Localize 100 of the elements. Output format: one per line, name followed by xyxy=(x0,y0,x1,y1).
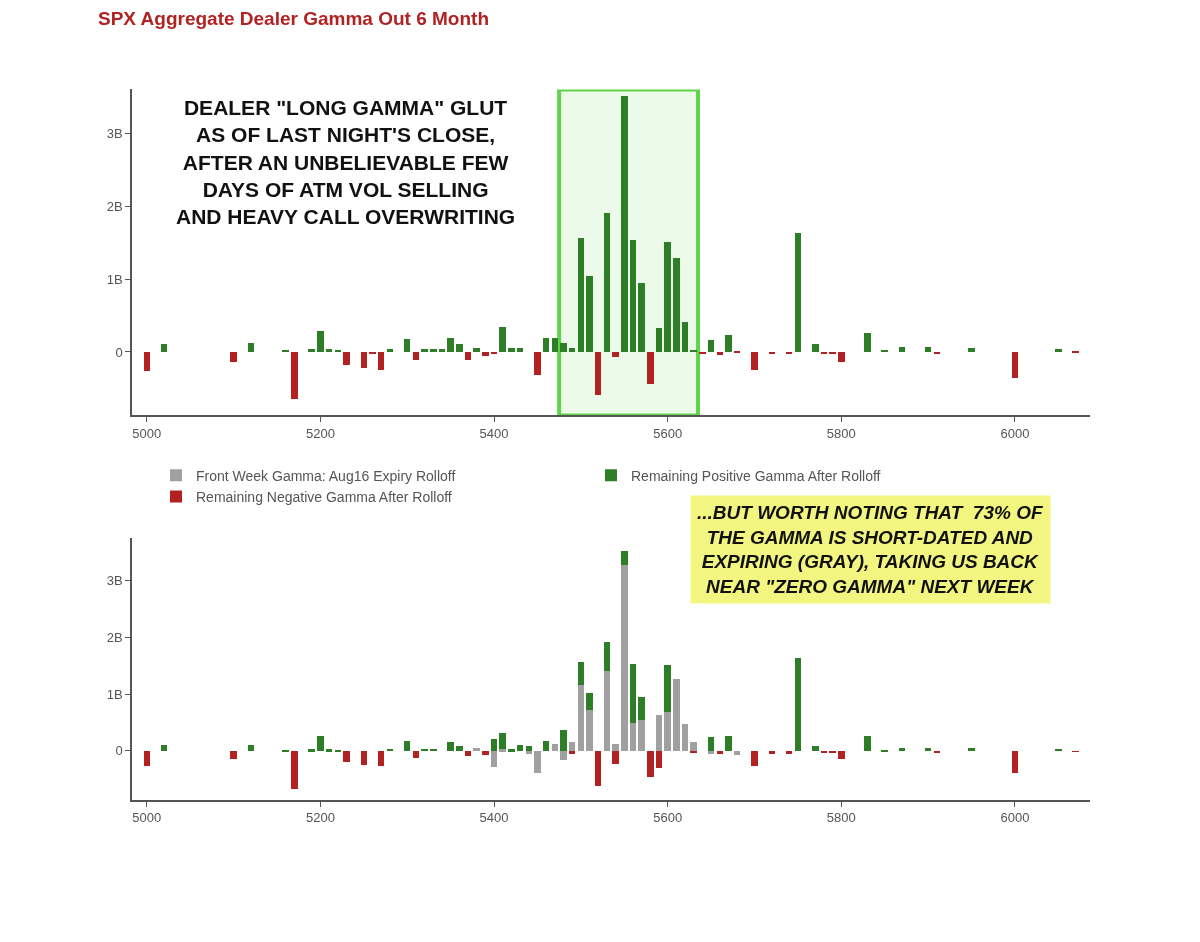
bar xyxy=(317,331,324,353)
bar xyxy=(482,750,489,755)
bar xyxy=(664,711,671,751)
bar xyxy=(638,696,645,720)
bar xyxy=(881,749,888,752)
bar xyxy=(404,339,410,353)
bar xyxy=(673,258,680,353)
bar xyxy=(569,741,575,751)
bar xyxy=(899,347,905,353)
bar xyxy=(473,348,480,353)
bar xyxy=(482,352,489,357)
bar xyxy=(421,349,428,353)
bar xyxy=(230,750,237,759)
bar xyxy=(881,350,888,353)
bar xyxy=(864,333,871,353)
bar xyxy=(552,743,558,751)
bar xyxy=(144,750,150,766)
bar xyxy=(690,750,697,753)
bar xyxy=(569,348,575,353)
bar xyxy=(534,352,541,376)
bar xyxy=(361,352,367,369)
bar xyxy=(717,750,723,754)
bar xyxy=(447,741,454,751)
bar xyxy=(621,550,628,565)
bar xyxy=(248,744,254,751)
bar xyxy=(387,349,393,353)
bar xyxy=(821,750,827,753)
bar xyxy=(925,747,931,751)
y-tick-label: 0 xyxy=(115,743,123,759)
bar xyxy=(517,744,523,751)
bar xyxy=(465,352,471,361)
bar xyxy=(317,735,324,751)
bar xyxy=(543,740,549,751)
bar xyxy=(751,750,758,766)
y-tick-label: 1B xyxy=(106,271,123,287)
bar xyxy=(552,338,558,353)
bar xyxy=(161,744,167,751)
bar xyxy=(717,352,723,356)
bar xyxy=(534,750,541,773)
bar xyxy=(769,352,775,355)
bar xyxy=(630,240,636,353)
bar xyxy=(690,741,697,751)
legend-label: Front Week Gamma: Aug16 Expiry Rolloff xyxy=(196,467,456,484)
bar xyxy=(708,750,714,754)
bar xyxy=(1055,748,1062,751)
bar xyxy=(491,738,497,751)
bar xyxy=(934,352,940,355)
bar xyxy=(604,213,610,353)
x-tick-label: 5000 xyxy=(132,810,162,826)
y-tick-label: 0 xyxy=(115,344,123,360)
bar xyxy=(308,349,315,353)
bar xyxy=(526,750,532,754)
bar xyxy=(795,233,801,353)
bar xyxy=(595,352,601,396)
bar xyxy=(612,750,619,764)
annotation: ...BUT WORTH NOTING THAT 73% OF THE GAMMA IS SHORT-DATED AND EXPIRING (GRAY), TAKING US BACK NEAR "ZERO GAMMA" NEXT WEEK xyxy=(697,502,1044,598)
bar xyxy=(786,750,792,754)
bar xyxy=(308,748,315,752)
bar xyxy=(326,349,332,353)
chart-title: SPX Aggregate Dealer Gamma Out 6 Month xyxy=(98,8,489,29)
bar xyxy=(656,750,662,768)
bar xyxy=(656,328,662,353)
bar xyxy=(795,657,801,751)
bar xyxy=(387,748,393,751)
x-tick-label: 5600 xyxy=(653,810,683,826)
bar xyxy=(734,750,740,755)
bar xyxy=(621,96,628,353)
bar xyxy=(934,750,940,753)
bar xyxy=(578,661,584,685)
bar xyxy=(578,684,584,751)
bar xyxy=(456,745,463,751)
bar xyxy=(161,344,167,353)
bar xyxy=(526,745,532,751)
y-tick-label: 3B xyxy=(106,573,123,589)
bar xyxy=(326,748,332,752)
bar xyxy=(335,350,341,353)
bar xyxy=(282,350,289,353)
bar xyxy=(586,692,593,710)
bar xyxy=(543,338,549,353)
y-tick-label: 2B xyxy=(106,198,123,214)
bar xyxy=(829,352,836,355)
bar xyxy=(144,352,150,372)
bar xyxy=(439,349,445,353)
bar xyxy=(734,351,740,354)
bar xyxy=(499,732,506,749)
bar xyxy=(282,749,289,752)
bar xyxy=(595,750,601,786)
bar xyxy=(421,748,428,751)
bar xyxy=(968,747,975,751)
bar xyxy=(1012,750,1018,773)
bar xyxy=(499,748,506,752)
bar xyxy=(664,664,671,712)
bar xyxy=(638,719,645,751)
bar xyxy=(569,750,575,754)
bar xyxy=(578,238,584,353)
bar xyxy=(604,641,610,671)
bar xyxy=(699,352,706,355)
bar xyxy=(560,750,567,760)
bar xyxy=(508,348,515,353)
bar xyxy=(1012,352,1018,379)
